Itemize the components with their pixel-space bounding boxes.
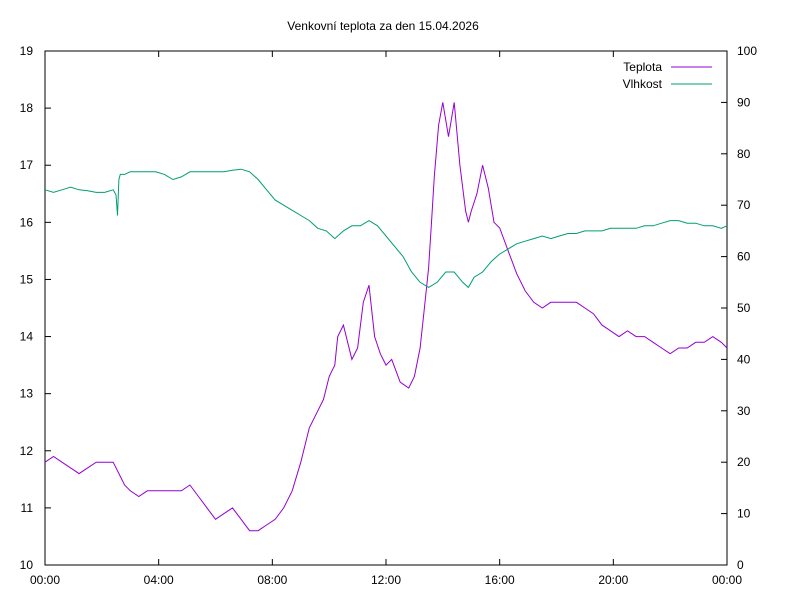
x-tick-label: 12:00 [371, 573, 401, 587]
plot-frame [44, 50, 728, 566]
y-tick-label: 11 [21, 501, 34, 515]
y-tick-label: 17 [20, 158, 34, 172]
y2-tick-label: 70 [737, 198, 751, 212]
series-line-teplota [44, 102, 728, 532]
legend: Teplota Vlhkost [623, 60, 712, 91]
legend-label-vlhkost: Vlhkost [623, 77, 663, 91]
series-line-vlhkost [44, 168, 728, 289]
y-tick-label: 18 [20, 101, 34, 115]
y2-tick-label: 40 [737, 352, 751, 366]
x-tick-label: 16:00 [485, 573, 515, 587]
y2-tick-label: 30 [737, 404, 751, 418]
y2-tick-label: 90 [737, 95, 751, 109]
y2-tick-label: 100 [737, 44, 757, 58]
legend-label-teplota: Teplota [623, 60, 662, 74]
y2-tick-label: 0 [737, 558, 744, 572]
x-tick-label: 00:00 [30, 573, 60, 587]
chart-title: Venkovní teplota za den 15.04.2026 [287, 19, 479, 33]
axes: 10 11 12 13 14 15 16 17 18 19 0 10 20 30 40 50 60 70 80 90 1… [20, 44, 758, 587]
series-layer [44, 102, 728, 532]
y-tick-label: 14 [20, 330, 34, 344]
y2-tick-label: 60 [737, 250, 751, 264]
y2-tick-label: 20 [737, 455, 751, 469]
y-tick-label: 19 [20, 44, 34, 58]
x-tick-label: 08:00 [257, 573, 287, 587]
x-tick-label: 20:00 [598, 573, 628, 587]
y2-tick-label: 80 [737, 147, 751, 161]
y2-tick-label: 10 [737, 507, 751, 521]
y-tick-label: 10 [20, 558, 34, 572]
y-tick-label: 15 [20, 272, 34, 286]
y-tick-label: 13 [20, 387, 34, 401]
y-tick-label: 16 [20, 215, 34, 229]
y2-tick-label: 50 [737, 301, 751, 315]
x-tick-label: 04:00 [144, 573, 174, 587]
y-tick-label: 12 [20, 444, 34, 458]
x-tick-label: 00:00 [712, 573, 742, 587]
